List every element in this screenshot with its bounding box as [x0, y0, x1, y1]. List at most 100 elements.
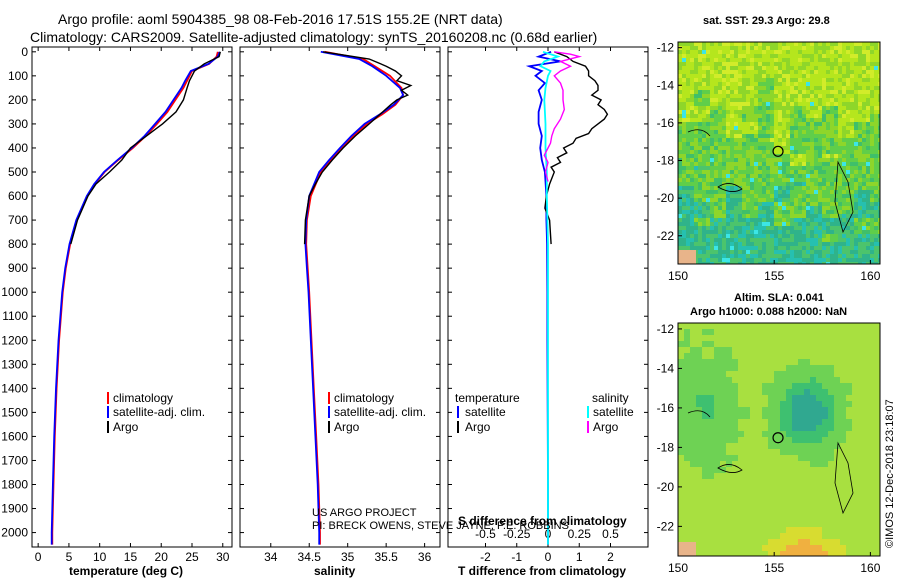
- legend-argo-label: Argo: [334, 420, 360, 434]
- map-cell: [850, 90, 854, 94]
- map-cell: [802, 126, 806, 130]
- map-cell: [822, 50, 826, 54]
- map-cell: [878, 134, 880, 138]
- map-cell: [852, 455, 858, 461]
- map-cell: [706, 98, 710, 102]
- map-cell: [878, 170, 880, 174]
- map-cell: [804, 509, 810, 515]
- map-cell: [726, 395, 732, 401]
- map-cell: [694, 214, 698, 218]
- map-cell: [742, 106, 746, 110]
- depth-tick-label: 600: [8, 189, 28, 203]
- map-cell: [858, 242, 862, 246]
- map-cell: [858, 70, 862, 74]
- map-cell: [696, 455, 702, 461]
- map-cell: [804, 443, 810, 449]
- map-cell: [794, 70, 798, 74]
- map-cell: [854, 118, 858, 122]
- map-cell: [694, 198, 698, 202]
- map-cell: [696, 329, 702, 335]
- map-cell: [678, 238, 682, 242]
- map-cell: [786, 178, 790, 182]
- map-cell: [822, 58, 826, 62]
- map-cell: [678, 222, 682, 226]
- map-cell: [730, 170, 734, 174]
- map-cell: [834, 262, 838, 264]
- map-cell: [854, 58, 858, 62]
- map-cell: [706, 238, 710, 242]
- map-cell: [862, 162, 866, 166]
- map-cell: [734, 174, 738, 178]
- map-cell: [714, 98, 718, 102]
- map-cell: [830, 138, 834, 142]
- map-cell: [828, 443, 834, 449]
- map-cell: [762, 178, 766, 182]
- map-cell: [846, 335, 852, 341]
- map-cell: [710, 118, 714, 122]
- map-cell: [850, 94, 854, 98]
- map-cell: [710, 234, 714, 238]
- map-cell: [750, 146, 754, 150]
- map-cell: [734, 130, 738, 134]
- map-cell: [696, 539, 702, 545]
- map-cell: [698, 242, 702, 246]
- map-cell: [726, 419, 732, 425]
- map-cell: [878, 126, 880, 130]
- map-cell: [862, 98, 866, 102]
- map-cell: [854, 218, 858, 222]
- map-cell: [774, 371, 780, 377]
- map-cell: [762, 138, 766, 142]
- map-cell: [798, 70, 802, 74]
- map-cell: [878, 230, 880, 234]
- map-cell: [876, 323, 880, 329]
- map-cell: [850, 54, 854, 58]
- map-cell: [706, 50, 710, 54]
- map-cell: [754, 102, 758, 106]
- map-cell: [866, 142, 870, 146]
- map-cell: [730, 186, 734, 190]
- map-cell: [686, 122, 690, 126]
- map-cell: [850, 118, 854, 122]
- map-cell: [726, 90, 730, 94]
- map-cell: [684, 461, 690, 467]
- land-patch: [678, 542, 696, 556]
- map-cell: [726, 347, 732, 353]
- map-cell: [814, 218, 818, 222]
- map-cell: [798, 395, 804, 401]
- map-cell: [780, 431, 786, 437]
- map-cell: [702, 126, 706, 130]
- map-cell: [826, 82, 830, 86]
- map-cell: [854, 130, 858, 134]
- map-cell: [762, 78, 766, 82]
- map-cell: [714, 110, 718, 114]
- map-cell: [720, 473, 726, 479]
- map-cell: [838, 222, 842, 226]
- map-cell: [822, 359, 828, 365]
- map-cell: [762, 413, 768, 419]
- map-cell: [830, 82, 834, 86]
- map-cell: [786, 222, 790, 226]
- map-cell: [786, 329, 792, 335]
- map-cell: [770, 198, 774, 202]
- map-cell: [686, 174, 690, 178]
- map-cell: [804, 347, 810, 353]
- map-cell: [826, 190, 830, 194]
- map-cell: [754, 114, 758, 118]
- map-cell: [834, 377, 840, 383]
- map-cell: [756, 491, 762, 497]
- map-cell: [878, 174, 880, 178]
- map-cell: [682, 82, 686, 86]
- map-cell: [774, 419, 780, 425]
- map-cell: [798, 130, 802, 134]
- map-cell: [828, 491, 834, 497]
- map-cell: [738, 110, 742, 114]
- map-cell: [850, 74, 854, 78]
- map-cell: [862, 66, 866, 70]
- map-cell: [870, 258, 874, 262]
- map-cell: [702, 210, 706, 214]
- map-cell: [794, 166, 798, 170]
- map-cell: [738, 353, 744, 359]
- map-cell: [718, 146, 722, 150]
- map-cell: [702, 58, 706, 62]
- map-cell: [802, 98, 806, 102]
